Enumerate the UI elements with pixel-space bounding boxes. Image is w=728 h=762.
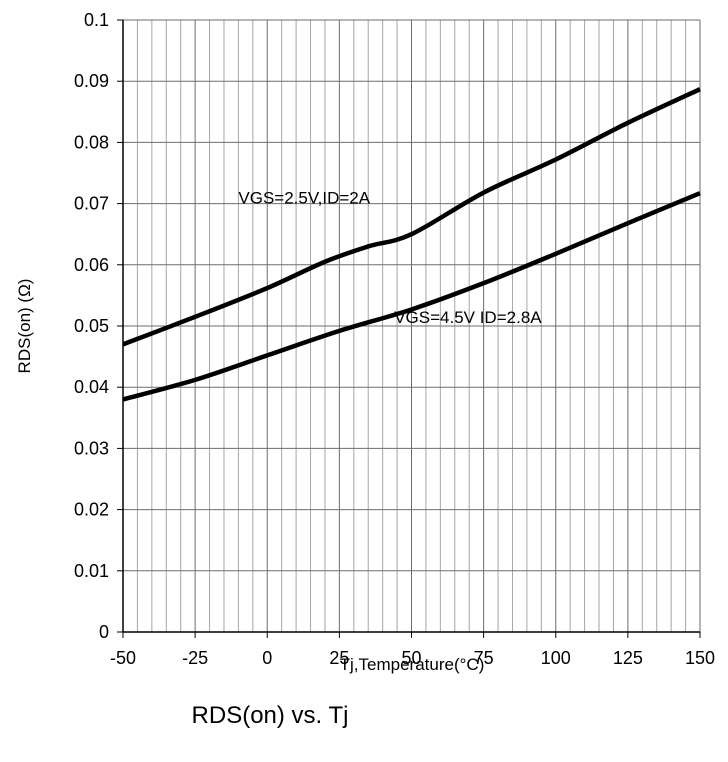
chart-caption: RDS(on) vs. Tj bbox=[191, 702, 349, 729]
series-lines bbox=[122, 87, 701, 402]
x-tick-label: 125 bbox=[613, 648, 643, 668]
x-tick-labels: -50 -25 0 25 50 75 100 125 150 bbox=[110, 648, 715, 668]
x-tick-label: 50 bbox=[401, 648, 421, 668]
y-tick-label: 0.05 bbox=[74, 316, 109, 336]
x-tick-label: -50 bbox=[110, 648, 136, 668]
y-axis-label: RDS(on) (Ω) bbox=[15, 279, 34, 374]
x-tick-label: 75 bbox=[474, 648, 494, 668]
y-tick-label: 0.1 bbox=[84, 10, 109, 30]
y-tick-label: 0 bbox=[99, 622, 109, 642]
series-line-2 bbox=[122, 191, 701, 402]
series-label-1: VGS=2.5V,ID=2A bbox=[238, 189, 370, 208]
x-tick-label: -25 bbox=[182, 648, 208, 668]
axes bbox=[117, 19, 701, 638]
series-labels: VGS=2.5V,ID=2A VGS=4.5V ID=2.8A bbox=[238, 189, 542, 327]
major-gridlines bbox=[123, 19, 701, 632]
x-axis-label: Tj,Temperature(°C) bbox=[340, 655, 485, 674]
y-tick-label: 0.02 bbox=[74, 500, 109, 520]
y-tick-label: 0.08 bbox=[74, 132, 109, 152]
y-tick-label: 0.06 bbox=[74, 255, 109, 275]
y-tick-label: 0.09 bbox=[74, 71, 109, 91]
y-tick-label: 0.01 bbox=[74, 561, 109, 581]
y-tick-labels: 0 0.01 0.02 0.03 0.04 0.05 0.06 0.07 0.08 0.09 0.1 bbox=[74, 10, 109, 642]
x-tick-label: 150 bbox=[685, 648, 715, 668]
series-label-2: VGS=4.5V ID=2.8A bbox=[394, 308, 542, 327]
x-tick-label: 25 bbox=[329, 648, 349, 668]
x-tick-label: 100 bbox=[541, 648, 571, 668]
series-line-1 bbox=[122, 87, 701, 347]
y-tick-label: 0.03 bbox=[74, 438, 109, 458]
x-tick-label: 0 bbox=[262, 648, 272, 668]
y-tick-label: 0.04 bbox=[74, 377, 109, 397]
y-tick-label: 0.07 bbox=[74, 194, 109, 214]
chart: 0 0.01 0.02 0.03 0.04 0.05 0.06 0.07 0.08 0.09 0.1… bbox=[15, 10, 715, 674]
